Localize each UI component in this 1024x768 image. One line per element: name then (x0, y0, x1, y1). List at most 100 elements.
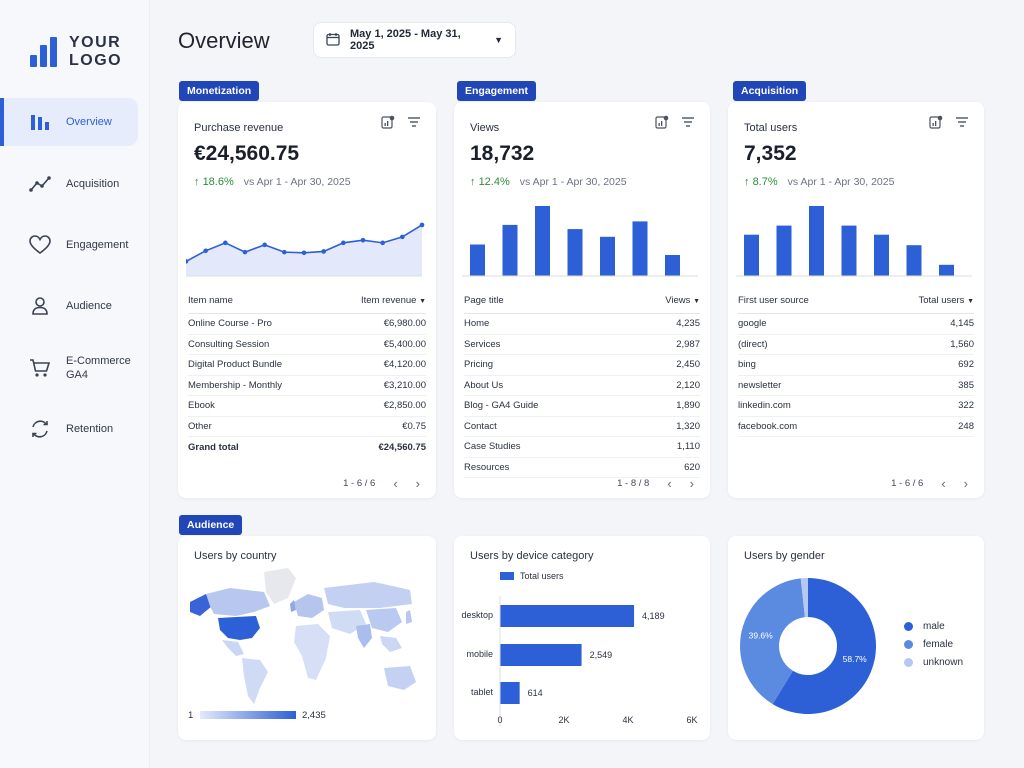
delta-up: ↑ 12.4% (470, 176, 510, 188)
card-monetization: Purchase revenue €24,560.75 ↑ 18.6% vs A… (178, 102, 436, 498)
slice-label: 39.6% (749, 630, 774, 640)
table-row[interactable]: Other €0.75 (188, 417, 426, 437)
category-label: desktop (461, 610, 493, 620)
sidebar-item-label: E-Commerce GA4 (66, 355, 131, 381)
table-cell: €3,210.00 (383, 379, 426, 391)
table-row[interactable]: Pricing 2,450 (464, 355, 700, 376)
filter-icon[interactable] (406, 114, 422, 130)
table-cell: Consulting Session (188, 338, 270, 350)
heart-icon (28, 233, 52, 257)
table-cell: 692 (958, 359, 974, 371)
delta-up: ↑ 8.7% (744, 176, 778, 188)
table-row[interactable]: Membership - Monthly €3,210.00 (188, 376, 426, 396)
pages-table: Page title Views ▼ Home 4,235 Services 2,98… (464, 295, 700, 478)
tick-label: 6K (686, 715, 697, 725)
table-row[interactable]: newsletter 385 (738, 376, 974, 396)
chart-settings-icon[interactable] (654, 114, 670, 130)
date-range-picker[interactable]: May 1, 2025 - May 31, 2025 ▼ (313, 22, 516, 58)
bar (470, 244, 485, 276)
sidebar-item-label: Acquisition (66, 178, 120, 190)
pagination: 1 - 8 / 8 ‹ › (617, 476, 694, 491)
legend-item[interactable]: unknown (904, 654, 963, 672)
table-cell: 2,120 (676, 379, 700, 391)
sidebar-item-label: Engagement (66, 239, 129, 251)
logo[interactable]: YOUR LOGO (30, 34, 122, 70)
table-row[interactable]: Contact 1,320 (464, 417, 700, 437)
table-cell: linkedin.com (738, 400, 791, 412)
table-row[interactable]: Blog - GA4 Guide 1,890 (464, 396, 700, 417)
sources-table: First user source Total users ▼ google 4,… (738, 295, 974, 437)
table-row[interactable]: Online Course - Pro €6,980.00 (188, 314, 426, 335)
table-row[interactable]: Digital Product Bundle €4,120.00 (188, 355, 426, 376)
arrow-up-icon: ↑ (194, 176, 200, 188)
delta-up: ↑ 18.6% (194, 176, 234, 188)
sidebar-item-label: Overview (66, 116, 112, 128)
table-cell: 248 (958, 420, 974, 432)
table-row[interactable]: Home 4,235 (464, 314, 700, 335)
table-cell: €0.75 (402, 420, 426, 432)
table-row[interactable]: Ebook €2,850.00 (188, 396, 426, 417)
sidebar-item-audience[interactable]: Audience (0, 282, 138, 330)
legend-label: female (923, 639, 954, 650)
table-cell: Digital Product Bundle (188, 359, 282, 371)
table-cell: Ebook (188, 400, 215, 412)
chart-legend: male female unknown (904, 618, 963, 672)
sort-column-header[interactable]: Total users ▼ (918, 295, 974, 306)
table-row[interactable]: facebook.com 248 (738, 417, 974, 437)
sidebar-item-engagement[interactable]: Engagement (0, 221, 138, 269)
table-row[interactable]: (direct) 1,560 (738, 335, 974, 355)
chevron-left-icon[interactable]: ‹ (393, 476, 398, 491)
chevron-right-icon[interactable]: › (963, 476, 968, 491)
table-cell: €6,980.00 (383, 318, 426, 330)
table-row[interactable]: Resources 620 (464, 458, 700, 478)
chart-settings-icon[interactable] (928, 114, 944, 130)
table-cell: 4,145 (950, 318, 974, 330)
data-label: 2,549 (590, 650, 613, 660)
table-row[interactable]: bing 692 (738, 355, 974, 376)
pie-slice (800, 578, 808, 618)
refresh-icon (28, 417, 52, 441)
data-point (321, 249, 326, 254)
column-header: Page title (464, 295, 504, 306)
world-map[interactable] (184, 564, 420, 704)
table-cell: 1,890 (676, 400, 700, 412)
table-row[interactable]: Case Studies 1,110 (464, 437, 700, 458)
sidebar-item-overview[interactable]: Overview (0, 98, 138, 146)
table-row[interactable]: Consulting Session €5,400.00 (188, 335, 426, 355)
table-cell: 322 (958, 400, 974, 412)
sort-down-icon: ▼ (419, 298, 426, 305)
table-row[interactable]: About Us 2,120 (464, 376, 700, 396)
filter-icon[interactable] (954, 114, 970, 130)
sidebar-item-retention[interactable]: Retention (0, 405, 138, 453)
legend-label: male (923, 621, 945, 632)
chevron-right-icon[interactable]: › (689, 476, 694, 491)
chevron-left-icon[interactable]: ‹ (667, 476, 672, 491)
table-cell: Online Course - Pro (188, 318, 272, 330)
sort-column-header[interactable]: Views ▼ (665, 295, 700, 306)
card-users-by-gender: Users by gender 58.7% 39.6% male female unk… (728, 536, 984, 740)
chevron-right-icon[interactable]: › (415, 476, 420, 491)
compare-label: vs Apr 1 - Apr 30, 2025 (519, 176, 627, 188)
table-row[interactable]: linkedin.com 322 (738, 396, 974, 417)
table-cell: Membership - Monthly (188, 379, 282, 391)
table-cell: newsletter (738, 379, 782, 391)
filter-icon[interactable] (680, 114, 696, 130)
table-cell: facebook.com (738, 420, 798, 432)
metric-value: 18,732 (470, 142, 535, 165)
sidebar-item-ecommerce[interactable]: E-Commerce GA4 (0, 344, 140, 392)
sort-column-header[interactable]: Item revenue ▼ (360, 295, 426, 306)
chart-settings-icon[interactable] (380, 114, 396, 130)
table-row[interactable]: google 4,145 (738, 314, 974, 335)
delta-value: 18.6% (202, 176, 234, 188)
bar (535, 206, 550, 276)
revenue-table: Item name Item revenue ▼ Online Course -… (188, 295, 426, 458)
sidebar-item-acquisition[interactable]: Acquisition (0, 160, 138, 208)
legend-item[interactable]: male (904, 618, 963, 636)
page-range: 1 - 6 / 6 (343, 478, 376, 489)
table-cell: 620 (684, 461, 700, 473)
sort-down-icon: ▼ (693, 298, 700, 305)
chevron-left-icon[interactable]: ‹ (941, 476, 946, 491)
legend-item[interactable]: female (904, 636, 963, 654)
table-row[interactable]: Services 2,987 (464, 335, 700, 355)
bar-chart-icon (28, 110, 52, 134)
